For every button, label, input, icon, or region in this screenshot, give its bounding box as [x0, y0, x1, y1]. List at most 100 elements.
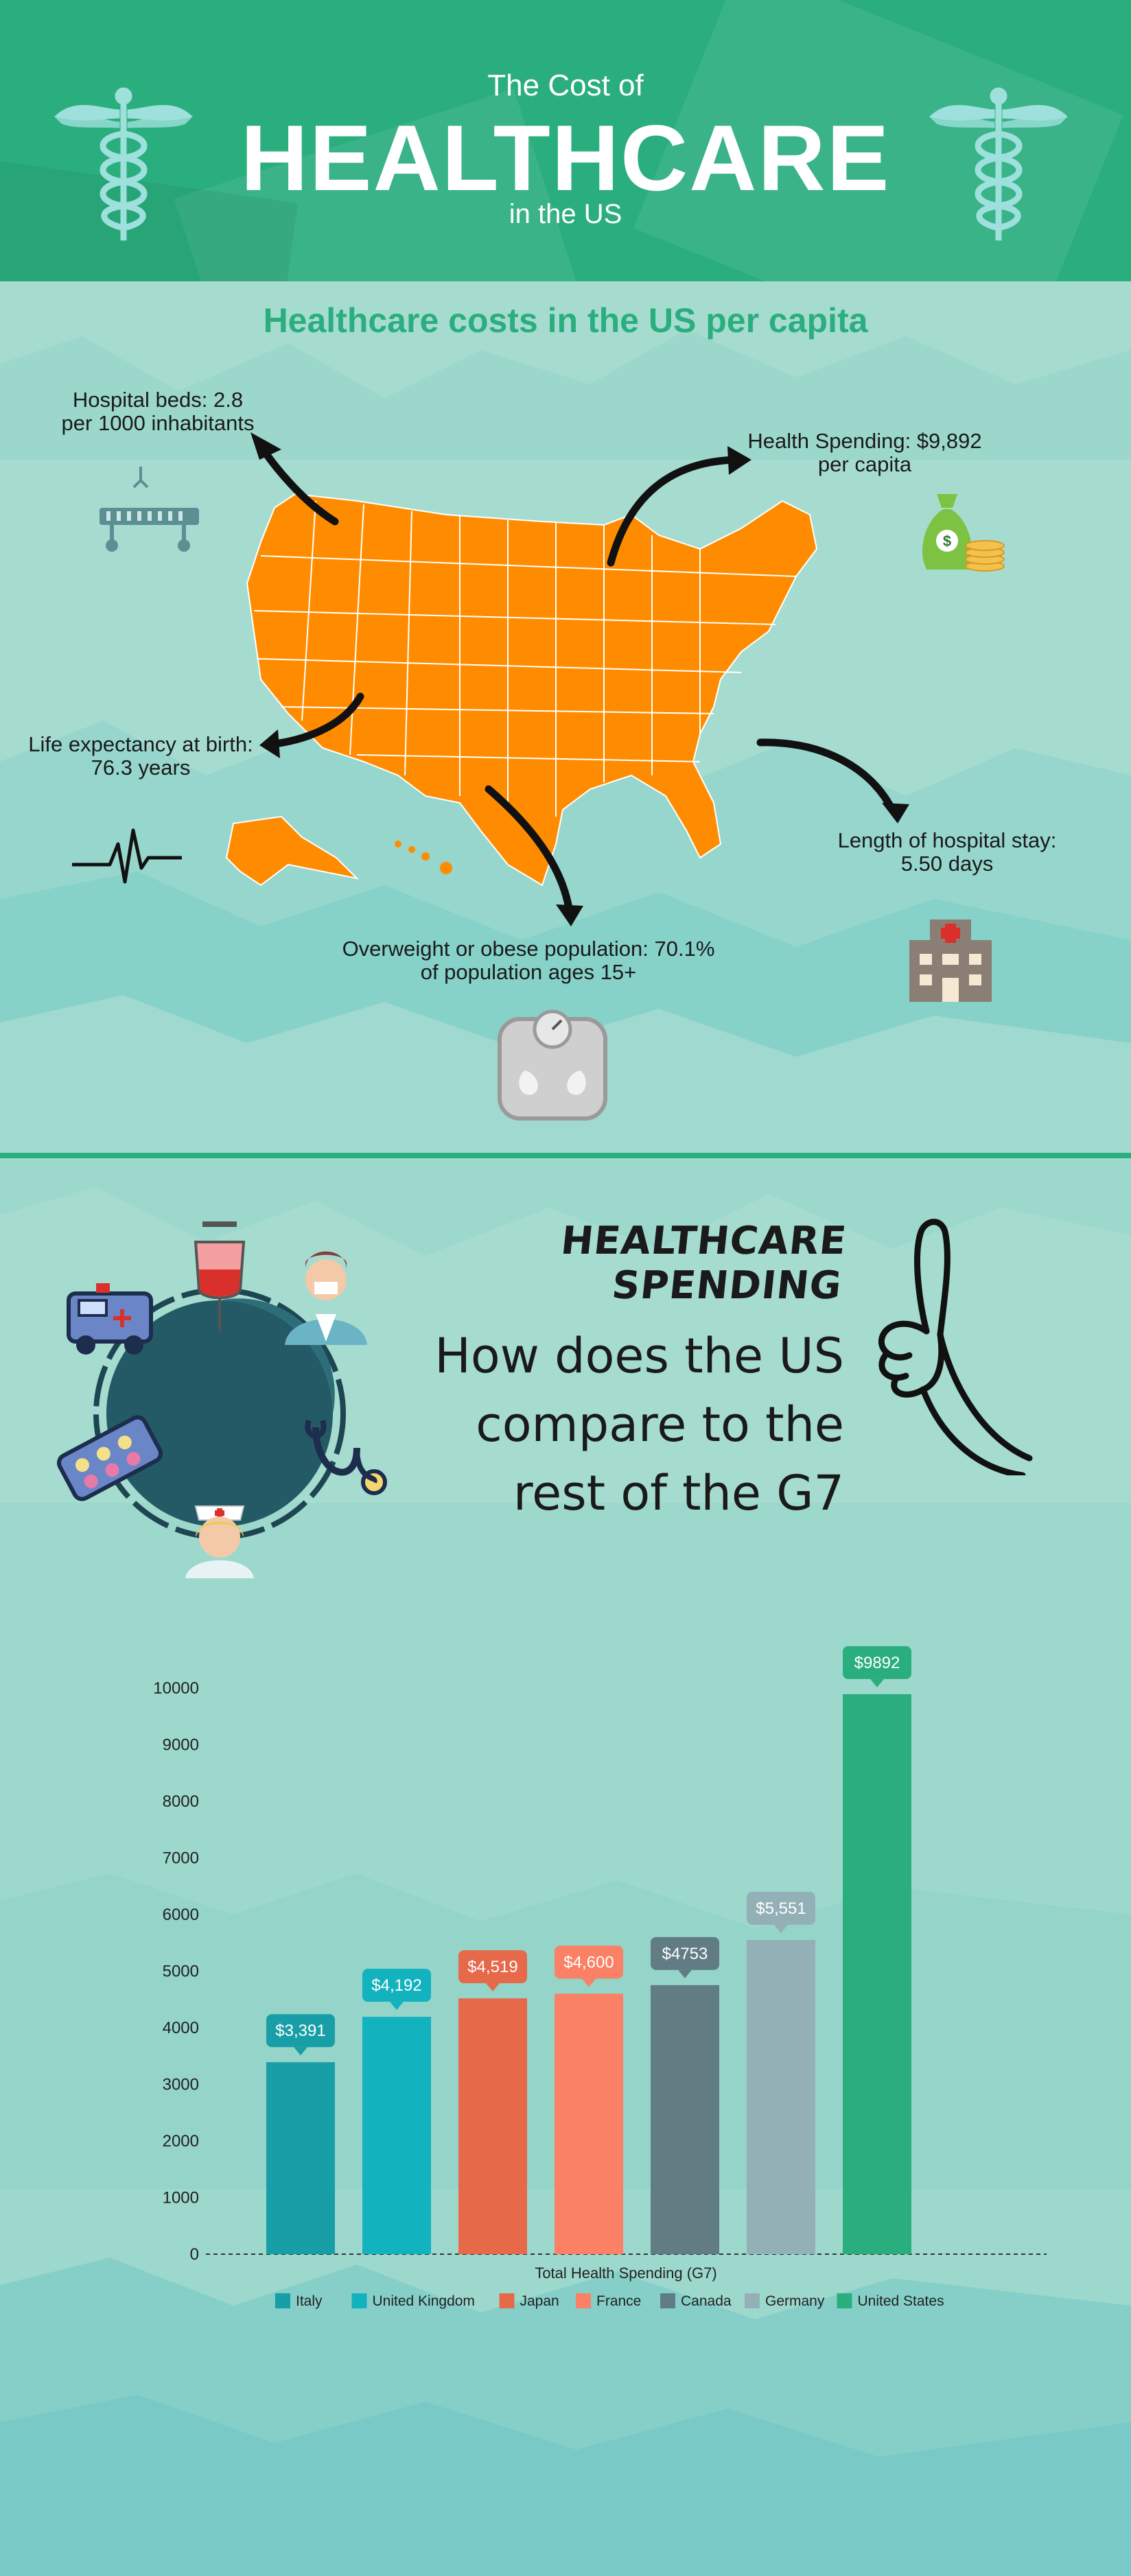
doctor-icon [285, 1251, 367, 1345]
hospital-building-icon [909, 920, 992, 1002]
legend-swatch [837, 2293, 852, 2308]
legend-label: Japan [520, 2293, 559, 2309]
legend-label: Canada [681, 2293, 732, 2309]
legend-label: United States [858, 2293, 944, 2309]
spending-section-title: HEALTHCARE SPENDING [559, 1219, 849, 1308]
stat-hospital-beds-line2: per 1000 inhabitants [61, 411, 255, 435]
data-label-box [651, 1936, 719, 1970]
y-axis: 0 1000 2000 3000 4000 5000 6000 7000 8000 9000 100… [153, 1679, 199, 2264]
data-label-box [266, 2014, 335, 2048]
g7-spending-chart: 0 1000 2000 3000 4000 5000 6000 7000 8000 9000 100… [153, 1646, 1047, 2309]
pills-icon [56, 1415, 163, 1501]
legend-swatch [499, 2293, 515, 2308]
spending-question-line3: rest of the G7 [513, 1465, 844, 1521]
data-label-box [555, 1945, 623, 1979]
legend-swatch [745, 2293, 760, 2308]
stat-health-spending: Health Spending: $9,892 per capita [727, 430, 1002, 476]
caduceus-icon [54, 87, 193, 241]
hospital-bed-icon [100, 467, 199, 552]
stat-life-expectancy-line1: Life expectancy at birth: [28, 732, 253, 756]
data-label-box [362, 1969, 431, 2002]
legend-item-france: France [576, 2293, 641, 2309]
legend-label: United Kingdom [373, 2293, 475, 2309]
data-label-text: $9892 [854, 1654, 900, 1672]
data-label-text: $4,192 [371, 1976, 421, 1995]
caduceus-icon [929, 87, 1068, 241]
healthcare-icon-ring [56, 1221, 387, 1578]
stat-obesity-line2: of population ages 15+ [420, 960, 637, 984]
legend-swatch [576, 2293, 591, 2308]
map-section-title: Healthcare costs in the US per capita [263, 301, 868, 340]
data-label-pointer [390, 2002, 404, 2011]
stat-health-spending-line2: per capita [817, 452, 912, 476]
data-label-pointer [774, 1925, 788, 1934]
data-label: $4,519 [458, 1950, 527, 1992]
spending-question-line1: How does the US [434, 1328, 844, 1384]
y-tick-label: 5000 [163, 1963, 199, 1981]
spending-question-line2: compare to the [476, 1396, 844, 1453]
bar-germany [747, 1940, 815, 2254]
y-tick-label: 9000 [163, 1736, 199, 1755]
data-label-box [843, 1646, 911, 1679]
stat-hospital-stay-line2: 5.50 days [900, 852, 994, 876]
data-label-text: $4,600 [563, 1954, 614, 1972]
header-banner [0, 0, 1131, 281]
data-label-pointer [678, 1969, 692, 1978]
scale-icon [498, 1009, 607, 1121]
stat-obesity-line1: Overweight or obese population: 70.1% [342, 937, 715, 961]
data-label-box [458, 1950, 527, 1984]
data-label-pointer [582, 1978, 596, 1987]
data-label: $4753 [651, 1936, 719, 1978]
iv-bag-icon [194, 1221, 246, 1331]
stat-obesity: Overweight or obese population: 70.1% of… [323, 937, 734, 984]
header-title: HEALTHCARE [240, 106, 891, 210]
bar-united-states [843, 1694, 911, 2254]
chart-legend: Italy United Kingdom Japan France Canada Germ… [275, 2293, 944, 2309]
data-label-pointer [294, 2047, 307, 2056]
bars-group: $3,391 $4,192 $4,519 $4,600 $4753 $5,551 $9892 [266, 1646, 911, 2254]
header-subtitle-bottom: in the US [509, 199, 622, 229]
spending-question: How does the US compare to the rest of t… [384, 1322, 844, 1527]
data-label-pointer [870, 1678, 884, 1687]
y-tick-label: 3000 [163, 2076, 199, 2094]
y-tick-label: 2000 [163, 2132, 199, 2151]
data-label-text: $3,391 [275, 2022, 325, 2040]
data-label: $5,551 [747, 1892, 815, 1934]
stat-life-expectancy-line2: 76.3 years [91, 756, 191, 780]
stat-life-expectancy: Life expectancy at birth: 76.3 years [14, 733, 268, 780]
legend-item-united-kingdom: United Kingdom [351, 2293, 475, 2309]
bar-italy [266, 2062, 335, 2254]
legend-item-italy: Italy [275, 2293, 323, 2309]
y-tick-label: 10000 [153, 1679, 199, 1698]
x-axis-label: Total Health Spending (G7) [535, 2264, 716, 2282]
bar-france [555, 1993, 623, 2254]
legend-label: Germany [765, 2293, 825, 2309]
heartbeat-icon [72, 828, 182, 884]
stat-hospital-beds-line1: Hospital beds: 2.8 [72, 388, 244, 412]
svg-text:$: $ [943, 532, 951, 550]
data-label-pointer [486, 1983, 500, 1992]
data-label-text: $4753 [662, 1945, 708, 1963]
legend-item-germany: Germany [745, 2293, 825, 2309]
nurse-icon [185, 1506, 254, 1578]
y-tick-label: 6000 [163, 1906, 199, 1924]
y-tick-label: 8000 [163, 1792, 199, 1811]
legend-item-united-states: United States [837, 2293, 944, 2309]
legend-item-canada: Canada [660, 2293, 732, 2309]
stat-health-spending-line1: Health Spending: $9,892 [747, 429, 982, 453]
legend-swatch [351, 2293, 367, 2308]
pointing-hand-icon [878, 1219, 1033, 1475]
data-label: $4,600 [555, 1945, 623, 1987]
y-tick-label: 1000 [163, 2189, 199, 2208]
stat-hospital-stay-line1: Length of hospital stay: [837, 828, 1057, 852]
header-subtitle-top: The Cost of [487, 69, 644, 102]
stethoscope-icon [305, 1419, 387, 1495]
stat-hospital-beds: Hospital beds: 2.8 per 1000 inhabitants [21, 388, 295, 435]
y-tick-label: 4000 [163, 2019, 199, 2037]
legend-label: France [596, 2293, 641, 2309]
us-map [225, 493, 818, 887]
stat-hospital-stay: Length of hospital stay: 5.50 days [810, 829, 1084, 876]
section-divider [0, 1153, 1131, 1158]
bar-japan [458, 1998, 527, 2254]
data-label-box [747, 1892, 815, 1925]
